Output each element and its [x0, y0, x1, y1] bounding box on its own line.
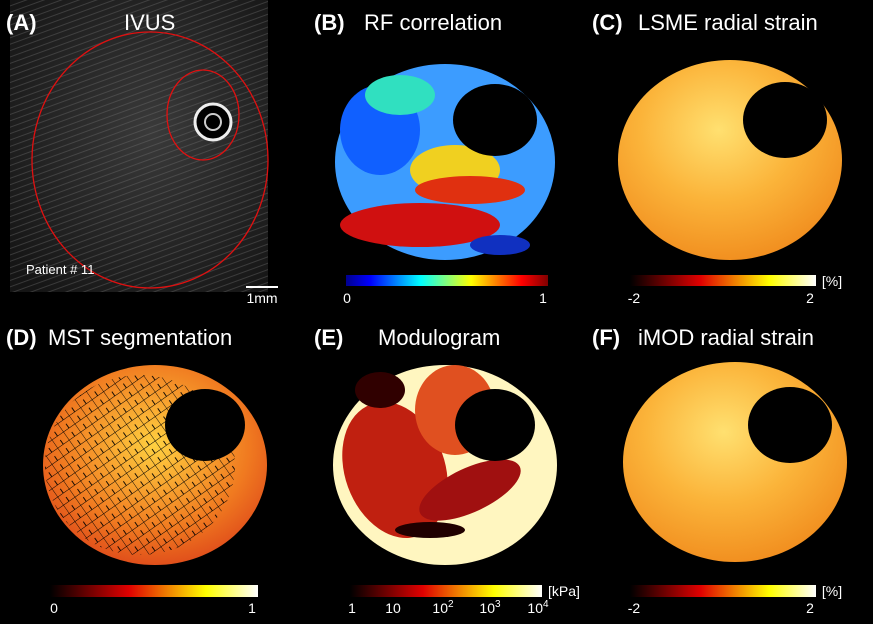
lumen — [748, 387, 832, 463]
panel-title: RF correlation — [364, 10, 502, 35]
colorbar-tick: 104 — [527, 599, 549, 616]
colorbar-unit: [%] — [822, 273, 842, 289]
colorbar-tick: 2 — [806, 600, 814, 616]
colorbar — [350, 585, 542, 597]
colorbar-tick: 10 — [385, 600, 401, 616]
colorbar-tick: -2 — [628, 600, 641, 616]
figure: Patient # 11 1mm (A) IVUS 0 1 (B) RF cor… — [0, 0, 873, 624]
catheter — [195, 104, 231, 140]
lumen — [165, 389, 245, 461]
lumen — [453, 84, 537, 156]
colorbar-tick: 103 — [479, 599, 501, 616]
colorbar — [630, 585, 816, 597]
colorbar-tick: 102 — [432, 599, 454, 616]
colorbar-tick: -2 — [628, 290, 641, 306]
modulus-region — [395, 522, 465, 538]
colorbar-unit: [kPa] — [548, 583, 580, 599]
scale-bar-label: 1mm — [246, 290, 277, 306]
colorbar-tick: 1 — [539, 290, 547, 306]
panel-label: (E) — [314, 325, 343, 350]
page: Patient # 11 1mm (A) IVUS 0 1 (B) RF cor… — [0, 0, 873, 624]
colorbar-tick: 0 — [343, 290, 351, 306]
panel-title: iMOD radial strain — [638, 325, 814, 350]
panel-label: (B) — [314, 10, 345, 35]
colorbar — [630, 275, 816, 286]
panel-title: IVUS — [124, 10, 175, 35]
strain-map — [623, 362, 847, 562]
lumen — [455, 389, 535, 461]
modulus-region — [355, 372, 405, 408]
rf-patch — [415, 176, 525, 204]
rf-patch — [365, 75, 435, 115]
panel-label: (F) — [592, 325, 620, 350]
colorbar-tick: 0 — [50, 600, 58, 616]
colorbar-tick: 1 — [248, 600, 256, 616]
lumen — [743, 82, 827, 158]
colorbar — [346, 275, 548, 286]
colorbar — [50, 585, 258, 597]
panel-title: Modulogram — [378, 325, 500, 350]
colorbar-unit: [%] — [822, 583, 842, 599]
patient-label: Patient # 11 — [26, 262, 94, 277]
panel-label: (D) — [6, 325, 37, 350]
panel-label: (C) — [592, 10, 623, 35]
panel-title: MST segmentation — [48, 325, 232, 350]
panel-label: (A) — [6, 10, 37, 35]
colorbar-tick: 2 — [806, 290, 814, 306]
rf-patch — [470, 235, 530, 255]
colorbar-tick: 1 — [348, 600, 356, 616]
panel-title: LSME radial strain — [638, 10, 818, 35]
